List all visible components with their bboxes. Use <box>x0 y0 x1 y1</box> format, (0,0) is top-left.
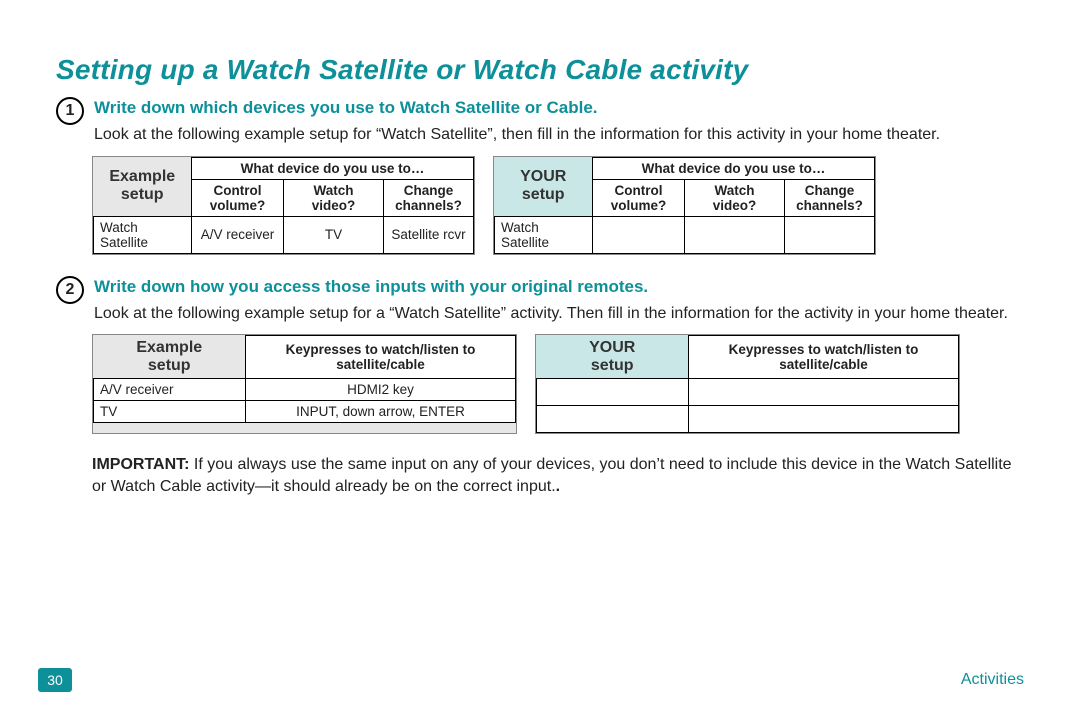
t1-col-1: Watch video? <box>284 179 384 216</box>
page-footer: 30 Activities <box>38 668 1024 692</box>
step-2-tables: Example setup Keypresses to watch/listen… <box>92 334 1024 434</box>
t1-rowlabel: Watch Satellite <box>94 216 192 253</box>
t2-r0-c0: A/V receiver <box>94 379 246 401</box>
page-title: Setting up a Watch Satellite or Watch Ca… <box>56 54 1024 86</box>
t1-superheader: What device do you use to… <box>192 157 474 179</box>
example-setup-table-2: Example setup Keypresses to watch/listen… <box>92 334 517 434</box>
t1y-rowlabel: Watch Satellite <box>495 216 593 253</box>
t1y-blank-0[interactable] <box>593 216 685 253</box>
t2-r1-c1: INPUT, down arrow, ENTER <box>246 401 516 423</box>
step-1-heading: Write down which devices you use to Watc… <box>94 98 1024 118</box>
t1-col-0: Control volume? <box>192 179 284 216</box>
t1-ex-2: Satellite rcvr <box>384 216 474 253</box>
t2y-r0-c0[interactable] <box>537 379 689 406</box>
manual-page: Setting up a Watch Satellite or Watch Ca… <box>0 0 1080 720</box>
t1y-col-0: Control volume? <box>593 179 685 216</box>
t1-ex-1: TV <box>284 216 384 253</box>
step-1-tables: Example setup What device do you use to…… <box>92 156 1024 255</box>
page-number: 30 <box>38 668 72 692</box>
footer-section: Activities <box>961 671 1024 689</box>
step-1: 1 Write down which devices you use to Wa… <box>56 96 1024 156</box>
t2-header: Keypresses to watch/listen to satellite/… <box>246 336 516 379</box>
t1y-col-2: Change channels? <box>785 179 875 216</box>
example2-label-line1: Example <box>136 339 202 356</box>
important-text: If you always use the same input on any … <box>92 456 1012 495</box>
t1-ex-0: A/V receiver <box>192 216 284 253</box>
your-setup-table-1: YOUR setup What device do you use to… Co… <box>493 156 876 255</box>
t2y-r1-c0[interactable] <box>537 406 689 433</box>
step-2: 2 Write down how you access those inputs… <box>56 275 1024 335</box>
step-2-number: 2 <box>56 276 84 304</box>
step-2-body: Look at the following example setup for … <box>94 303 1024 325</box>
your-setup-table-2: YOUR setup Keypresses to watch/listen to… <box>535 334 960 434</box>
t1-col-2: Change channels? <box>384 179 474 216</box>
example2-label-line2: setup <box>148 357 191 374</box>
t2-r0-c1: HDMI2 key <box>246 379 516 401</box>
t1y-superheader: What device do you use to… <box>593 157 875 179</box>
your2-label-line2: setup <box>591 357 634 374</box>
your-label-line2: setup <box>522 186 565 203</box>
important-note: IMPORTANT: If you always use the same in… <box>92 454 1024 497</box>
t2y-r0-c1[interactable] <box>689 379 959 406</box>
example-label-line1: Example <box>109 168 175 185</box>
t2-r1-c0: TV <box>94 401 246 423</box>
t2y-header: Keypresses to watch/listen to satellite/… <box>689 336 959 379</box>
t1y-blank-1[interactable] <box>685 216 785 253</box>
your2-label-line1: YOUR <box>589 339 635 356</box>
your-label-line1: YOUR <box>520 168 566 185</box>
step-2-heading: Write down how you access those inputs w… <box>94 277 1024 297</box>
important-label: IMPORTANT: <box>92 456 189 473</box>
t1y-col-1: Watch video? <box>685 179 785 216</box>
step-1-number: 1 <box>56 97 84 125</box>
step-1-body: Look at the following example setup for … <box>94 124 1024 146</box>
example-setup-table-1: Example setup What device do you use to…… <box>92 156 475 255</box>
example-label-line2: setup <box>121 186 164 203</box>
t1y-blank-2[interactable] <box>785 216 875 253</box>
t2y-r1-c1[interactable] <box>689 406 959 433</box>
